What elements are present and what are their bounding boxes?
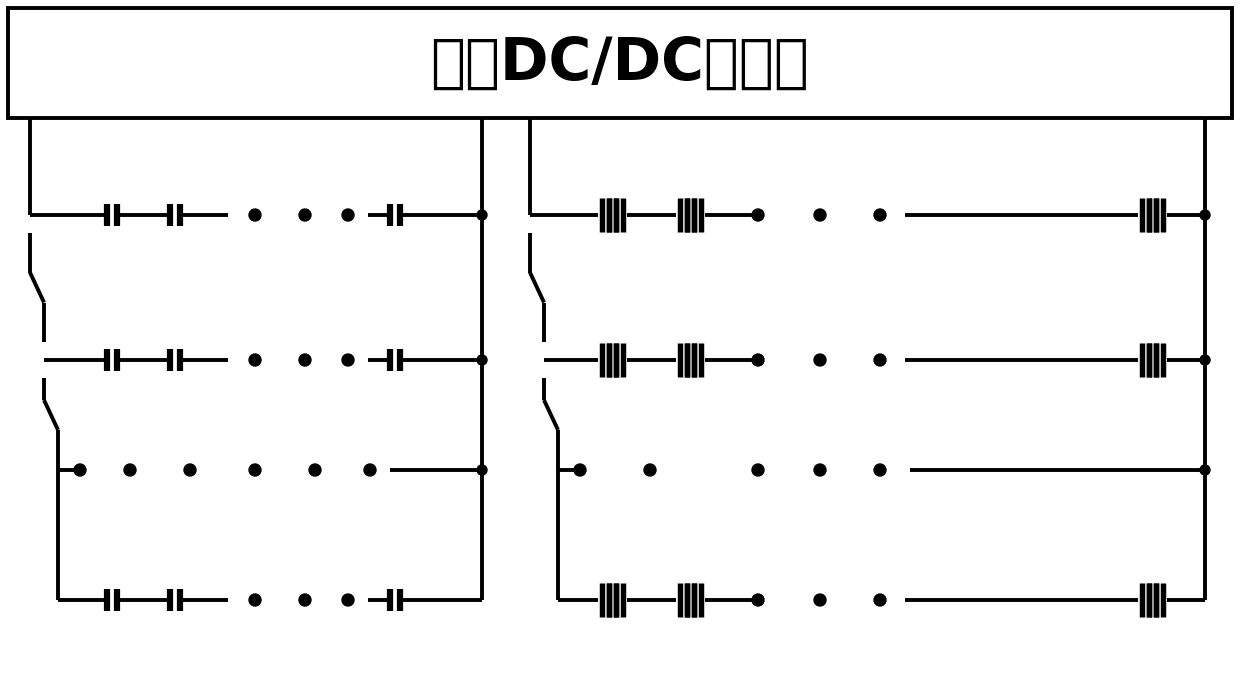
Circle shape xyxy=(299,209,311,221)
Circle shape xyxy=(813,464,826,476)
Circle shape xyxy=(299,594,311,606)
Circle shape xyxy=(1200,465,1210,475)
Circle shape xyxy=(184,464,196,476)
Circle shape xyxy=(751,594,764,606)
Circle shape xyxy=(644,464,656,476)
Circle shape xyxy=(365,464,376,476)
Circle shape xyxy=(74,464,86,476)
Circle shape xyxy=(342,209,353,221)
Circle shape xyxy=(751,209,764,221)
Circle shape xyxy=(249,354,260,366)
Circle shape xyxy=(813,594,826,606)
Circle shape xyxy=(249,209,260,221)
Circle shape xyxy=(1200,355,1210,365)
Circle shape xyxy=(751,464,764,476)
Circle shape xyxy=(309,464,321,476)
Circle shape xyxy=(574,464,587,476)
Circle shape xyxy=(249,464,260,476)
Text: 双向DC/DC变换器: 双向DC/DC变换器 xyxy=(430,34,810,91)
Circle shape xyxy=(477,355,487,365)
Circle shape xyxy=(1200,210,1210,220)
Circle shape xyxy=(124,464,136,476)
Circle shape xyxy=(249,594,260,606)
Circle shape xyxy=(874,464,887,476)
Circle shape xyxy=(342,594,353,606)
Circle shape xyxy=(874,354,887,366)
Circle shape xyxy=(813,354,826,366)
Circle shape xyxy=(874,594,887,606)
Circle shape xyxy=(813,209,826,221)
Bar xyxy=(7,8,1233,118)
Circle shape xyxy=(299,354,311,366)
Circle shape xyxy=(342,354,353,366)
Circle shape xyxy=(477,465,487,475)
Circle shape xyxy=(477,210,487,220)
Circle shape xyxy=(751,354,764,366)
Circle shape xyxy=(874,209,887,221)
